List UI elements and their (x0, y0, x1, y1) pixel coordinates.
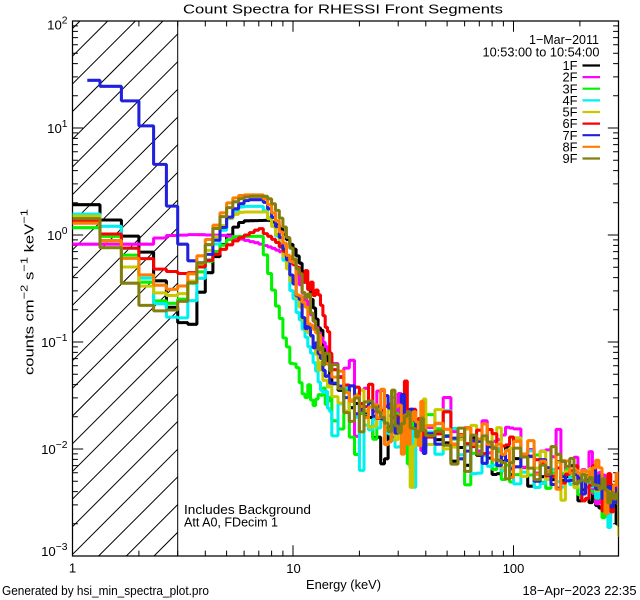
svg-text:Includes Background: Includes Background (184, 502, 311, 517)
svg-text:5F: 5F (563, 105, 578, 120)
svg-text:18−Apr−2023 22:35: 18−Apr−2023 22:35 (523, 583, 637, 598)
svg-text:2F: 2F (563, 70, 578, 85)
svg-text:Generated by hsi_min_spectra_p: Generated by hsi_min_spectra_plot.pro (2, 583, 209, 598)
svg-text:10: 10 (286, 561, 301, 576)
svg-text:100: 100 (503, 561, 525, 576)
svg-text:6F: 6F (563, 116, 578, 131)
svg-text:9F: 9F (563, 151, 578, 166)
svg-text:8F: 8F (563, 139, 578, 154)
svg-text:Count Spectra for RHESSI Front: Count Spectra for RHESSI Front Segments (183, 2, 504, 17)
svg-text:4F: 4F (563, 93, 578, 108)
svg-text:10:53:00 to 10:54:00: 10:53:00 to 10:54:00 (483, 45, 600, 60)
svg-text:3F: 3F (563, 81, 578, 96)
svg-text:7F: 7F (563, 128, 578, 143)
svg-text:1: 1 (69, 561, 76, 576)
svg-text:1F: 1F (563, 58, 578, 73)
svg-text:1−Mar−2011: 1−Mar−2011 (529, 32, 599, 47)
svg-text:counts cm−2 s−1 keV−1: counts cm−2 s−1 keV−1 (20, 209, 37, 375)
svg-text:Energy (keV): Energy (keV) (306, 577, 381, 592)
svg-text:Att A0, FDecim 1: Att A0, FDecim 1 (184, 515, 278, 530)
